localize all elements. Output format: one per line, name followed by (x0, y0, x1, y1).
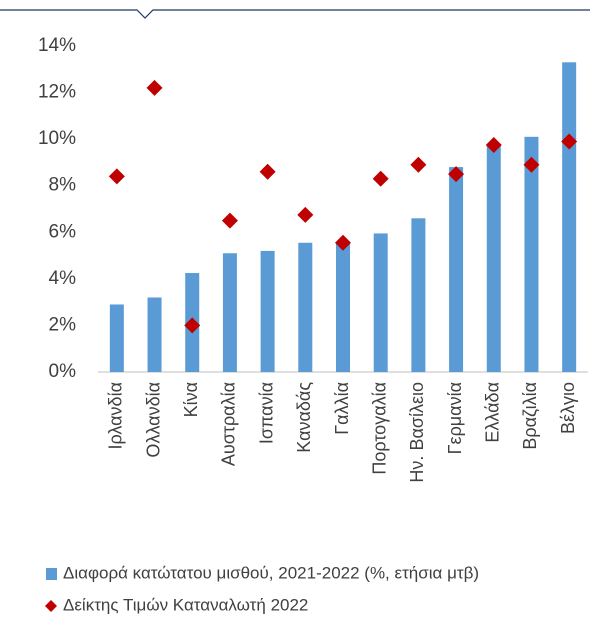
legend-label: Δείκτης Τιμών Καταναλωτή 2022 (63, 595, 308, 614)
x-tick-label: Ολλανδία (143, 382, 163, 458)
legend-swatch (45, 600, 57, 612)
bar (486, 146, 501, 372)
x-tick-label: Γερμανία (445, 382, 465, 454)
bar (336, 241, 350, 372)
y-tick-label: 14% (38, 35, 76, 56)
y-tick-label: 10% (38, 128, 76, 149)
diamond-marker (485, 136, 502, 153)
diamond-marker (146, 79, 163, 96)
y-tick-label: 4% (49, 268, 77, 289)
bar (147, 297, 162, 372)
diamond-marker (561, 133, 578, 150)
bar (109, 304, 124, 372)
y-tick-label: 12% (38, 82, 76, 103)
bar (298, 242, 313, 372)
x-tick-label: Καναδάς (294, 382, 314, 453)
x-tick-label: Ελλάδα (483, 382, 503, 443)
x-tick-label: Ιρλανδία (106, 382, 126, 449)
bar (411, 218, 426, 372)
y-tick-label: 8% (49, 175, 77, 196)
x-tick-label: Ην. Βασίλειο (407, 382, 427, 483)
diamond-marker (335, 234, 351, 251)
diamond-marker (448, 166, 465, 183)
x-tick-label: Αυστραλία (219, 382, 239, 466)
legend-swatch (46, 568, 57, 580)
bar (222, 253, 237, 372)
x-tick-label: Βραζιλία (520, 382, 540, 450)
x-tick-label: Βέλγιο (558, 382, 578, 434)
diamond-marker (297, 206, 314, 223)
x-tick-label: Γαλλία (332, 382, 352, 435)
x-tick-label: Πορτογαλία (369, 382, 389, 475)
legend-label: Διαφορά κατώτατου μισθού, 2021-2022 (%, … (63, 563, 479, 582)
x-tick-label: Ισπανία (256, 382, 276, 444)
diamond-marker (523, 156, 540, 173)
bar (260, 250, 275, 372)
diamond-marker (259, 163, 276, 180)
x-tick-label: Κίνα (181, 382, 201, 417)
bar (373, 233, 388, 372)
diamond-marker (221, 212, 238, 229)
header-line (0, 9, 590, 19)
diamond-marker (372, 170, 389, 187)
y-tick-label: 0% (49, 361, 77, 382)
diamond-marker (184, 317, 201, 334)
bar (562, 62, 577, 373)
y-tick-label: 2% (49, 314, 77, 335)
bar (524, 136, 539, 372)
bar (449, 167, 464, 372)
y-tick-label: 6% (49, 221, 77, 242)
diamond-marker (108, 168, 125, 185)
diamond-marker (410, 156, 427, 173)
